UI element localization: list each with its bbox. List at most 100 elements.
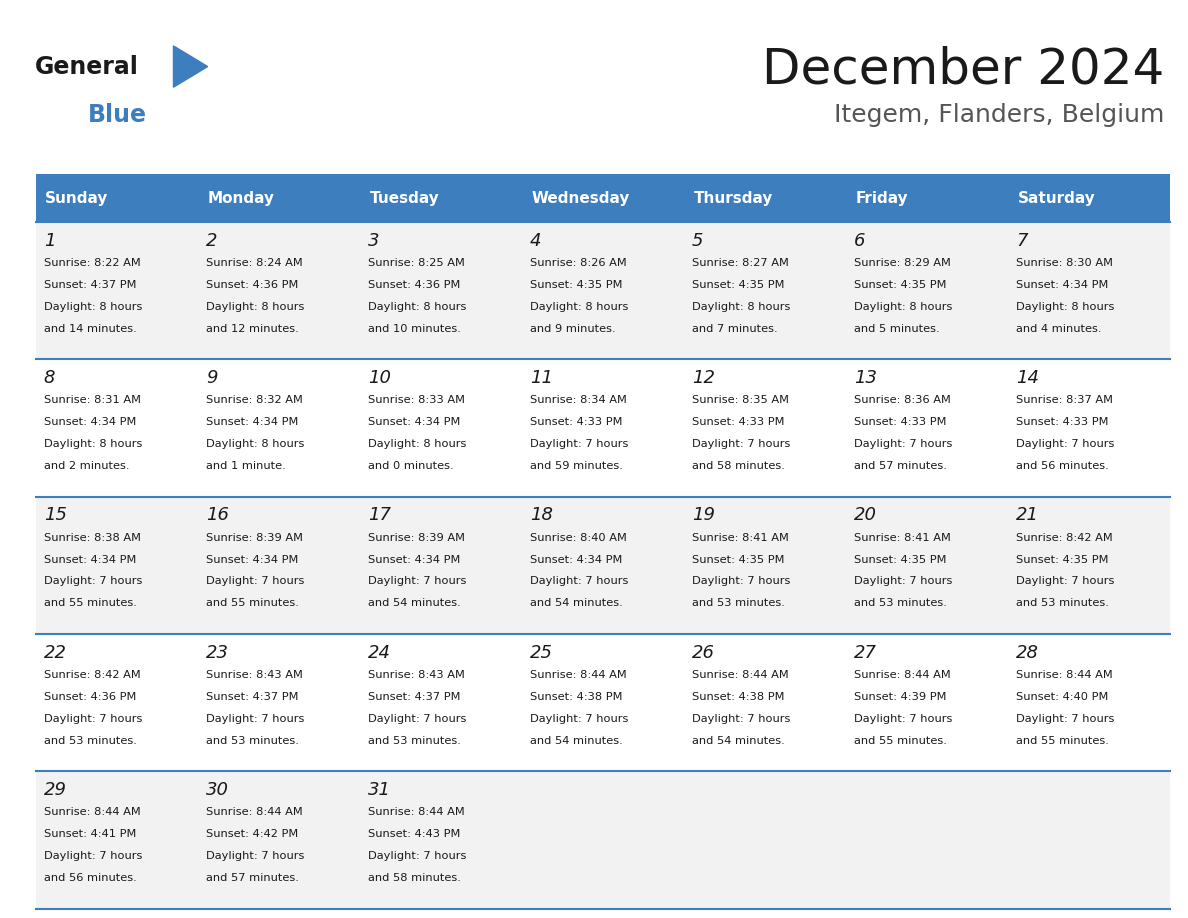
Text: Sunset: 4:40 PM: Sunset: 4:40 PM bbox=[1016, 692, 1108, 702]
Text: Sunset: 4:34 PM: Sunset: 4:34 PM bbox=[206, 554, 298, 565]
FancyBboxPatch shape bbox=[684, 360, 846, 497]
Text: Sunset: 4:37 PM: Sunset: 4:37 PM bbox=[206, 692, 298, 702]
Text: Sunrise: 8:38 AM: Sunrise: 8:38 AM bbox=[44, 532, 140, 543]
Text: Daylight: 8 hours: Daylight: 8 hours bbox=[1016, 302, 1114, 312]
Text: 16: 16 bbox=[206, 507, 229, 524]
FancyBboxPatch shape bbox=[1009, 771, 1170, 909]
Text: Sunset: 4:34 PM: Sunset: 4:34 PM bbox=[44, 554, 137, 565]
FancyBboxPatch shape bbox=[1009, 634, 1170, 771]
Text: Thursday: Thursday bbox=[694, 191, 773, 206]
Text: Sunrise: 8:42 AM: Sunrise: 8:42 AM bbox=[44, 670, 140, 680]
Text: Sunset: 4:34 PM: Sunset: 4:34 PM bbox=[368, 417, 460, 427]
Text: 22: 22 bbox=[44, 644, 67, 662]
FancyBboxPatch shape bbox=[197, 771, 360, 909]
FancyBboxPatch shape bbox=[1009, 222, 1170, 360]
Text: 1: 1 bbox=[44, 231, 56, 250]
Text: Daylight: 8 hours: Daylight: 8 hours bbox=[44, 302, 143, 312]
Text: Sunrise: 8:34 AM: Sunrise: 8:34 AM bbox=[530, 395, 627, 405]
FancyBboxPatch shape bbox=[197, 497, 360, 634]
Text: Sunrise: 8:44 AM: Sunrise: 8:44 AM bbox=[206, 807, 303, 817]
Text: and 54 minutes.: and 54 minutes. bbox=[530, 599, 623, 609]
Text: Daylight: 7 hours: Daylight: 7 hours bbox=[368, 851, 466, 861]
Text: Sunset: 4:34 PM: Sunset: 4:34 PM bbox=[368, 554, 460, 565]
Text: Sunset: 4:34 PM: Sunset: 4:34 PM bbox=[44, 417, 137, 427]
Text: Sunrise: 8:36 AM: Sunrise: 8:36 AM bbox=[854, 395, 952, 405]
Text: Sunrise: 8:41 AM: Sunrise: 8:41 AM bbox=[693, 532, 789, 543]
Text: Sunrise: 8:40 AM: Sunrise: 8:40 AM bbox=[530, 532, 627, 543]
Text: and 53 minutes.: and 53 minutes. bbox=[854, 599, 947, 609]
FancyBboxPatch shape bbox=[846, 771, 1009, 909]
FancyBboxPatch shape bbox=[522, 497, 684, 634]
Text: Daylight: 8 hours: Daylight: 8 hours bbox=[368, 439, 466, 449]
Text: Sunrise: 8:43 AM: Sunrise: 8:43 AM bbox=[206, 670, 303, 680]
Text: 17: 17 bbox=[368, 507, 391, 524]
Text: Sunrise: 8:44 AM: Sunrise: 8:44 AM bbox=[854, 670, 950, 680]
Text: Sunrise: 8:43 AM: Sunrise: 8:43 AM bbox=[368, 670, 465, 680]
Text: 15: 15 bbox=[44, 507, 67, 524]
Text: Sunset: 4:33 PM: Sunset: 4:33 PM bbox=[854, 417, 947, 427]
Text: and 56 minutes.: and 56 minutes. bbox=[1016, 461, 1108, 471]
Text: Sunrise: 8:33 AM: Sunrise: 8:33 AM bbox=[368, 395, 465, 405]
Text: 25: 25 bbox=[530, 644, 552, 662]
FancyBboxPatch shape bbox=[1009, 497, 1170, 634]
Text: Daylight: 7 hours: Daylight: 7 hours bbox=[368, 714, 466, 723]
FancyBboxPatch shape bbox=[522, 222, 684, 360]
Text: Sunrise: 8:24 AM: Sunrise: 8:24 AM bbox=[206, 258, 303, 268]
Text: 24: 24 bbox=[368, 644, 391, 662]
FancyBboxPatch shape bbox=[197, 222, 360, 360]
FancyBboxPatch shape bbox=[846, 634, 1009, 771]
Text: Sunset: 4:35 PM: Sunset: 4:35 PM bbox=[693, 554, 784, 565]
Text: Daylight: 8 hours: Daylight: 8 hours bbox=[368, 302, 466, 312]
Text: Sunset: 4:34 PM: Sunset: 4:34 PM bbox=[206, 417, 298, 427]
Text: Sunrise: 8:35 AM: Sunrise: 8:35 AM bbox=[693, 395, 789, 405]
Text: Daylight: 8 hours: Daylight: 8 hours bbox=[693, 302, 790, 312]
FancyBboxPatch shape bbox=[360, 360, 522, 497]
Text: December 2024: December 2024 bbox=[762, 46, 1164, 94]
Text: and 1 minute.: and 1 minute. bbox=[206, 461, 285, 471]
Text: Sunrise: 8:22 AM: Sunrise: 8:22 AM bbox=[44, 258, 140, 268]
FancyBboxPatch shape bbox=[684, 222, 846, 360]
Text: Sunset: 4:34 PM: Sunset: 4:34 PM bbox=[1016, 280, 1108, 290]
Text: Sunset: 4:39 PM: Sunset: 4:39 PM bbox=[854, 692, 947, 702]
Text: Daylight: 7 hours: Daylight: 7 hours bbox=[530, 439, 628, 449]
Text: 11: 11 bbox=[530, 369, 552, 387]
Text: 28: 28 bbox=[1016, 644, 1040, 662]
Text: 7: 7 bbox=[1016, 231, 1028, 250]
Text: and 55 minutes.: and 55 minutes. bbox=[854, 736, 947, 745]
Text: Sunset: 4:43 PM: Sunset: 4:43 PM bbox=[368, 829, 460, 839]
FancyBboxPatch shape bbox=[684, 771, 846, 909]
Text: Sunrise: 8:25 AM: Sunrise: 8:25 AM bbox=[368, 258, 465, 268]
Text: and 54 minutes.: and 54 minutes. bbox=[530, 736, 623, 745]
Text: Monday: Monday bbox=[208, 191, 274, 206]
Text: 14: 14 bbox=[1016, 369, 1040, 387]
Text: Daylight: 7 hours: Daylight: 7 hours bbox=[693, 577, 790, 587]
Text: 2: 2 bbox=[206, 231, 217, 250]
Text: Sunrise: 8:44 AM: Sunrise: 8:44 AM bbox=[44, 807, 140, 817]
Text: Daylight: 7 hours: Daylight: 7 hours bbox=[206, 714, 304, 723]
Text: Sunset: 4:35 PM: Sunset: 4:35 PM bbox=[854, 554, 947, 565]
Text: Daylight: 7 hours: Daylight: 7 hours bbox=[44, 851, 143, 861]
Text: and 53 minutes.: and 53 minutes. bbox=[206, 736, 298, 745]
Text: Sunrise: 8:44 AM: Sunrise: 8:44 AM bbox=[530, 670, 627, 680]
FancyBboxPatch shape bbox=[846, 174, 1009, 222]
Text: Sunset: 4:33 PM: Sunset: 4:33 PM bbox=[693, 417, 784, 427]
Text: and 53 minutes.: and 53 minutes. bbox=[44, 736, 137, 745]
FancyBboxPatch shape bbox=[360, 634, 522, 771]
Text: Sunset: 4:41 PM: Sunset: 4:41 PM bbox=[44, 829, 137, 839]
Text: General: General bbox=[34, 54, 138, 79]
Text: 9: 9 bbox=[206, 369, 217, 387]
Text: Sunset: 4:35 PM: Sunset: 4:35 PM bbox=[1016, 554, 1108, 565]
Text: 23: 23 bbox=[206, 644, 229, 662]
Text: Sunset: 4:36 PM: Sunset: 4:36 PM bbox=[368, 280, 460, 290]
Text: and 4 minutes.: and 4 minutes. bbox=[1016, 324, 1101, 334]
Text: Sunset: 4:42 PM: Sunset: 4:42 PM bbox=[206, 829, 298, 839]
Text: 30: 30 bbox=[206, 781, 229, 799]
Text: and 55 minutes.: and 55 minutes. bbox=[44, 599, 137, 609]
FancyBboxPatch shape bbox=[684, 497, 846, 634]
Text: Daylight: 7 hours: Daylight: 7 hours bbox=[206, 851, 304, 861]
FancyBboxPatch shape bbox=[36, 360, 197, 497]
FancyBboxPatch shape bbox=[846, 222, 1009, 360]
FancyBboxPatch shape bbox=[522, 174, 684, 222]
Text: Sunset: 4:37 PM: Sunset: 4:37 PM bbox=[368, 692, 461, 702]
Text: 29: 29 bbox=[44, 781, 67, 799]
